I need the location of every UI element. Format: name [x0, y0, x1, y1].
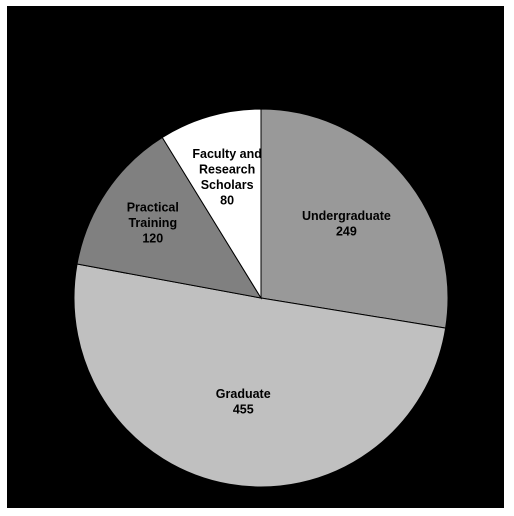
pie-label-value: 249	[336, 225, 357, 239]
pie-label-value: 120	[142, 231, 163, 245]
pie-label-value: 80	[220, 194, 234, 208]
pie-slice-faculty-and-research-scholars	[161, 108, 262, 300]
pie-label-text: Graduate	[216, 387, 271, 401]
pie-slice-practical-training	[76, 136, 263, 299]
pie-label-undergraduate: Undergraduate 249	[302, 209, 391, 239]
pie-label-text: Training	[128, 216, 177, 230]
pie-label-text: Research	[199, 163, 255, 177]
pie-slice-undergraduate	[260, 108, 449, 329]
pie-label-text: Undergraduate	[302, 209, 391, 223]
pie-slice-graduate	[73, 263, 447, 488]
pie-label-value: 455	[233, 402, 254, 416]
pie-label-text: Scholars	[201, 178, 254, 192]
pie-label-text: Practical	[127, 200, 179, 214]
pie-label-text: Faculty and	[192, 147, 261, 161]
